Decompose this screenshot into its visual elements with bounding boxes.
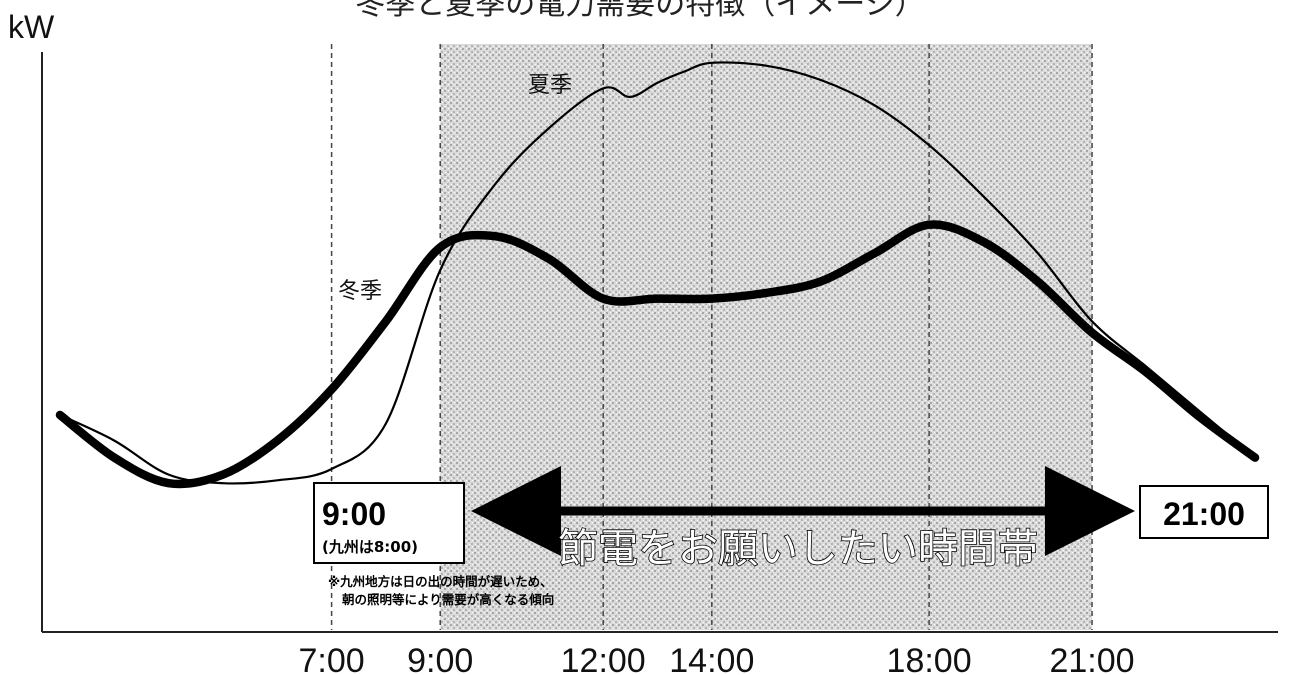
series-label-summer: 夏季	[528, 73, 572, 98]
y-axis-label: kW	[8, 9, 55, 45]
x-tick-label: 9:00	[407, 642, 473, 675]
start-time-note: (九州は8:00)	[322, 538, 418, 556]
period-banner: 節電をお願いしたい時間帯	[558, 526, 1038, 572]
footnote-line2: 朝の照明等により需要が高くなる傾向	[342, 592, 554, 607]
x-tick-label: 14:00	[669, 642, 754, 675]
end-time-box	[1139, 485, 1269, 539]
footnote-line1: ※九州地方は日の出の時間が遅いため、	[328, 574, 553, 589]
series-label-winter: 冬季	[338, 279, 382, 304]
series-line-winter	[55, 220, 1260, 489]
end-time: 21:00	[1163, 496, 1245, 532]
series-line-summer	[59, 61, 1256, 485]
x-tick-label: 7:00	[298, 642, 364, 675]
x-tick-labels: 7:00 9:00 12:00 14:00 18:00 21:00	[298, 642, 1134, 675]
x-tick-label: 21:00	[1049, 642, 1134, 675]
x-tick-label: 12:00	[561, 642, 646, 675]
start-time: 9:00	[322, 496, 386, 532]
chart-title: 冬季と夏季の電力需要の特徴（イメージ）	[355, 0, 924, 22]
start-time-box	[313, 482, 465, 564]
x-tick-label: 18:00	[887, 642, 972, 675]
